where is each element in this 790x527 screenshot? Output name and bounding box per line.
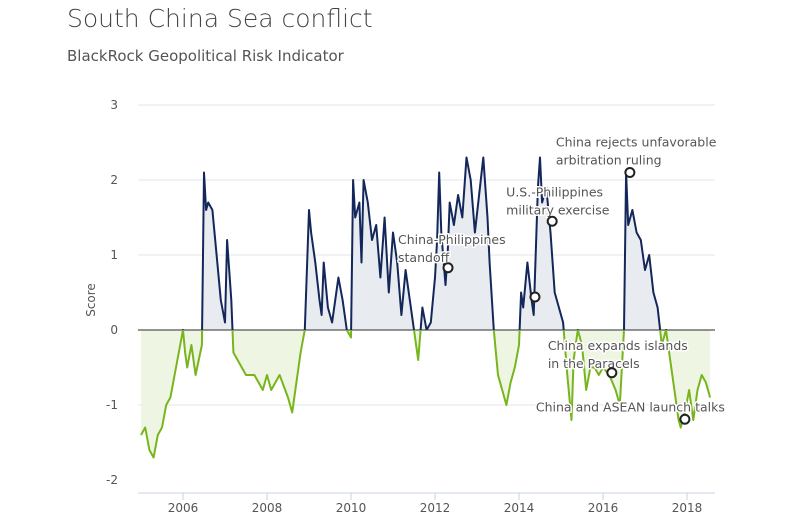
negative-series-line <box>140 330 712 459</box>
annotation-label: China expands islands <box>548 338 688 353</box>
y-tick-label: -1 <box>106 398 118 412</box>
annotation-marker <box>546 215 558 227</box>
annotation-label: China rejects unfavorable <box>556 135 717 150</box>
annotation-marker <box>679 413 691 425</box>
annotation-label: U.S.-Philippines <box>506 184 603 199</box>
annotation-label: China-Philippines <box>398 232 506 247</box>
annotation-marker <box>624 167 636 178</box>
positive-area <box>141 157 711 330</box>
positive-series-line <box>181 156 668 330</box>
x-tick-label: 2018 <box>672 501 703 515</box>
chart-subtitle: BlackRock Geopolitical Risk Indicator <box>67 47 344 65</box>
negative-area <box>141 330 711 458</box>
annotation-label: in the Paracels <box>548 356 640 371</box>
annotation-label: China and ASEAN launch talks <box>536 399 725 414</box>
y-tick-label: 2 <box>110 173 118 187</box>
x-tick-label: 2010 <box>336 501 367 515</box>
annotation-marker <box>606 367 618 379</box>
annotation-marker <box>442 262 454 274</box>
x-tick-label: 2016 <box>588 501 619 515</box>
x-tick-label: 2006 <box>168 501 199 515</box>
y-tick-label: 0 <box>110 323 118 337</box>
x-tick-label: 2014 <box>504 501 535 515</box>
annotation-label: military exercise <box>506 202 610 217</box>
chart-title: South China Sea conflict <box>67 4 373 33</box>
y-tick-label: -2 <box>106 473 118 487</box>
x-tick-label: 2012 <box>420 501 451 515</box>
annotation-label: arbitration ruling <box>556 153 662 168</box>
annotation-marker <box>529 291 541 303</box>
y-tick-label: 1 <box>110 248 118 262</box>
annotation-label: standoff <box>398 250 450 265</box>
y-tick-label: 3 <box>110 98 118 112</box>
y-axis-label: Score <box>84 283 98 317</box>
x-tick-label: 2008 <box>252 501 283 515</box>
